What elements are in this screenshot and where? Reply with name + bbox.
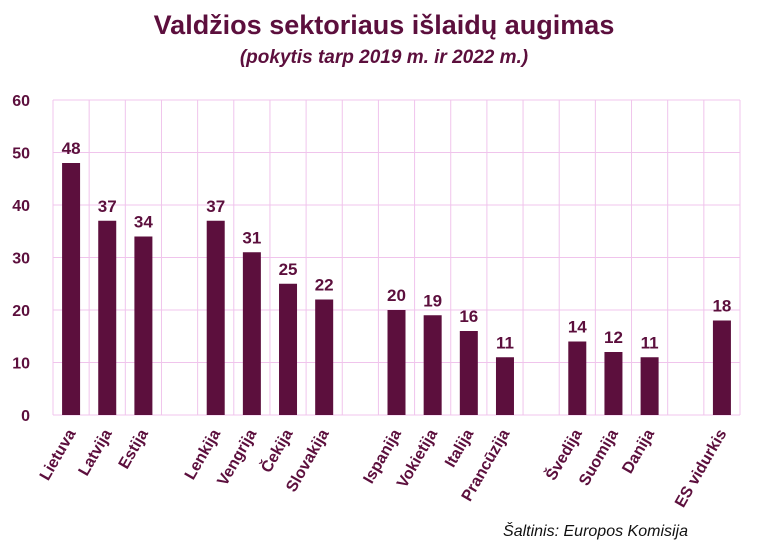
bar — [568, 341, 587, 415]
source-note: Šaltinis: Europos Komisija — [503, 523, 688, 540]
value-label: 11 — [641, 333, 659, 352]
y-axis-ticks: 0 10 20 30 40 50 60 — [12, 93, 30, 425]
value-label: 16 — [459, 307, 478, 326]
x-tick-label: Čekija — [256, 425, 296, 475]
bar — [459, 331, 478, 415]
value-label: 12 — [604, 328, 623, 347]
y-tick-label: 40 — [12, 198, 30, 215]
y-tick-label: 50 — [12, 146, 30, 163]
bar — [98, 220, 117, 415]
x-tick-label: Lietuva — [37, 426, 80, 483]
bar — [62, 163, 81, 415]
value-label: 48 — [62, 139, 81, 158]
value-label: 18 — [712, 297, 731, 316]
value-label: 31 — [242, 228, 261, 247]
value-label: 20 — [387, 286, 406, 305]
bar — [206, 220, 225, 415]
value-label: 37 — [98, 197, 117, 216]
bar — [387, 310, 406, 415]
value-label: 19 — [423, 291, 442, 310]
bar — [495, 357, 514, 415]
bar — [712, 320, 731, 415]
value-label: 34 — [134, 213, 153, 232]
y-tick-label: 30 — [12, 251, 30, 268]
x-tick-label: Latvija — [76, 426, 116, 478]
bar — [423, 315, 442, 415]
value-labels: 48 37 34 37 31 25 22 20 19 16 11 14 12 11 18 — [62, 139, 732, 352]
bar — [279, 283, 298, 415]
y-tick-label: 0 — [21, 408, 30, 425]
x-tick-label: Estija — [116, 426, 152, 472]
y-tick-label: 20 — [12, 303, 30, 320]
value-label: 25 — [279, 260, 298, 279]
value-label: 14 — [568, 318, 587, 337]
bars — [62, 163, 731, 415]
bar — [315, 299, 334, 415]
bar — [640, 357, 659, 415]
value-label: 22 — [315, 276, 334, 295]
x-tick-label: Danija — [619, 426, 658, 476]
value-label: 37 — [206, 197, 225, 216]
y-tick-label: 60 — [12, 93, 30, 110]
value-label: 11 — [496, 333, 514, 352]
chart-subtitle: (pokytis tarp 2019 m. ir 2022 m.) — [239, 47, 529, 68]
x-tick-label: ES vidurkis — [672, 426, 730, 510]
bar — [242, 252, 261, 415]
x-tick-label: Italija — [442, 426, 477, 470]
chart-title: Valdžios sektoriaus išlaidų augimas — [153, 10, 615, 40]
bar — [604, 352, 623, 415]
y-tick-label: 10 — [12, 356, 30, 373]
bar — [134, 236, 153, 415]
